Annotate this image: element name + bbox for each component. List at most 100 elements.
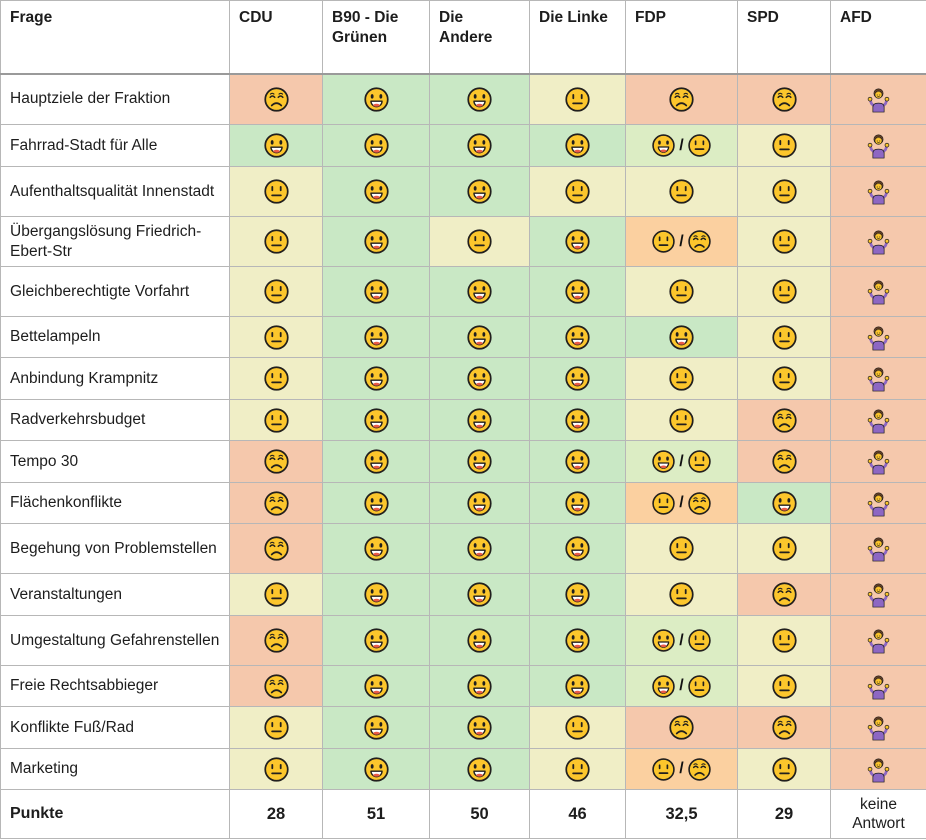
neutral-face-icon bbox=[564, 87, 591, 112]
neutral-face-icon bbox=[263, 715, 290, 740]
rating-cell bbox=[229, 166, 323, 217]
question-label: Konflikte Fuß/Rad bbox=[0, 706, 230, 749]
rating-cell: / bbox=[625, 665, 738, 707]
rating-cell bbox=[229, 482, 323, 524]
neutral-face-icon bbox=[263, 279, 290, 304]
question-label: Umgestaltung Gefahrenstellen bbox=[0, 615, 230, 666]
rating-cell bbox=[830, 266, 926, 317]
happy-face-icon bbox=[564, 279, 591, 304]
table-row: Hauptziele der Fraktion bbox=[0, 73, 926, 125]
question-label: Flächenkonflikte bbox=[0, 482, 230, 524]
neutral-face-icon bbox=[771, 673, 798, 699]
column-header-party: CDU bbox=[229, 0, 323, 75]
table-row: Gleichberechtigte Vorfahrt bbox=[0, 266, 926, 317]
neutral-face-icon bbox=[651, 491, 676, 515]
points-label: Punkte bbox=[0, 789, 230, 839]
happy-face-icon bbox=[651, 674, 676, 698]
rating-cell bbox=[322, 523, 430, 574]
person-shrugging-icon bbox=[864, 134, 893, 159]
person-shrugging-icon bbox=[864, 629, 893, 654]
rating-cell bbox=[625, 706, 738, 749]
rating-cell bbox=[830, 523, 926, 574]
happy-face-icon bbox=[668, 324, 695, 350]
neutral-face-icon bbox=[771, 229, 798, 254]
happy-face-icon bbox=[564, 366, 591, 391]
happy-face-icon bbox=[466, 87, 493, 112]
table-row: Übergangslösung Friedrich-Ebert-Str / bbox=[0, 216, 926, 267]
rating-cell bbox=[429, 523, 530, 574]
happy-face-icon bbox=[564, 490, 591, 516]
column-header-party: Die Andere bbox=[429, 0, 530, 75]
rating-cell bbox=[229, 706, 323, 749]
neutral-face-icon bbox=[771, 536, 798, 561]
rating-cell bbox=[529, 440, 626, 483]
rating-cell bbox=[429, 482, 530, 524]
happy-face-icon bbox=[466, 407, 493, 433]
rating-cell bbox=[830, 573, 926, 616]
happy-face-icon bbox=[363, 536, 390, 561]
rating-cell bbox=[229, 73, 323, 125]
rating-cell bbox=[737, 523, 831, 574]
happy-face-icon bbox=[466, 366, 493, 391]
rating-cell bbox=[429, 124, 530, 167]
neutral-face-icon bbox=[466, 229, 493, 254]
table-row: Bettelampeln bbox=[0, 316, 926, 358]
rating-cell bbox=[529, 166, 626, 217]
neutral-face-icon bbox=[651, 757, 676, 781]
rating-cell bbox=[529, 124, 626, 167]
neutral-face-icon bbox=[668, 366, 695, 391]
rating-cell bbox=[737, 124, 831, 167]
sad-face-icon bbox=[263, 449, 290, 474]
sad-face-icon bbox=[771, 715, 798, 740]
rating-cell bbox=[737, 266, 831, 317]
rating-cell bbox=[229, 665, 323, 707]
neutral-face-icon bbox=[668, 582, 695, 607]
rating-cell bbox=[830, 665, 926, 707]
sad-face-icon bbox=[263, 628, 290, 653]
rating-cell bbox=[737, 216, 831, 267]
sad-face-icon bbox=[771, 87, 798, 112]
person-shrugging-icon bbox=[864, 537, 893, 562]
rating-cell bbox=[429, 357, 530, 400]
happy-face-icon bbox=[466, 756, 493, 782]
person-shrugging-icon bbox=[864, 408, 893, 433]
sad-face-icon bbox=[687, 230, 712, 253]
rating-cell bbox=[737, 748, 831, 790]
rating-cell bbox=[737, 482, 831, 524]
rating-cell bbox=[429, 440, 530, 483]
question-label: Fahrrad-Stadt für Alle bbox=[0, 124, 230, 167]
column-header-party: FDP bbox=[625, 0, 738, 75]
header-row: Frage CDU B90 - Die Grünen Die Andere Die Li… bbox=[0, 0, 926, 75]
rating-cell bbox=[529, 316, 626, 358]
points-value: 46 bbox=[529, 789, 626, 839]
rating-cell: / bbox=[625, 124, 738, 167]
rating-cell bbox=[322, 316, 430, 358]
question-label: Anbindung Krampnitz bbox=[0, 357, 230, 400]
happy-face-icon bbox=[564, 407, 591, 433]
points-value: 28 bbox=[229, 789, 323, 839]
person-shrugging-icon bbox=[864, 583, 893, 608]
rating-cell bbox=[529, 73, 626, 125]
sad-face-icon bbox=[263, 87, 290, 112]
person-shrugging-icon bbox=[864, 280, 893, 305]
sad-face-icon bbox=[263, 673, 290, 699]
question-label: Hauptziele der Fraktion bbox=[0, 73, 230, 125]
person-shrugging-icon bbox=[864, 491, 893, 516]
rating-cell bbox=[229, 266, 323, 317]
rating-cell bbox=[737, 665, 831, 707]
rating-cell bbox=[529, 482, 626, 524]
rating-cell bbox=[737, 440, 831, 483]
person-shrugging-icon bbox=[864, 88, 893, 113]
happy-face-icon bbox=[466, 449, 493, 474]
happy-face-icon bbox=[466, 324, 493, 350]
rating-cell bbox=[529, 665, 626, 707]
person-shrugging-icon bbox=[864, 180, 893, 205]
neutral-face-icon bbox=[263, 324, 290, 350]
happy-face-icon bbox=[564, 229, 591, 254]
happy-face-icon bbox=[771, 490, 798, 516]
rating-cell bbox=[737, 399, 831, 441]
happy-face-icon bbox=[466, 490, 493, 516]
happy-face-icon bbox=[363, 449, 390, 474]
rating-cell bbox=[322, 482, 430, 524]
table-row: Veranstaltungen bbox=[0, 573, 926, 616]
